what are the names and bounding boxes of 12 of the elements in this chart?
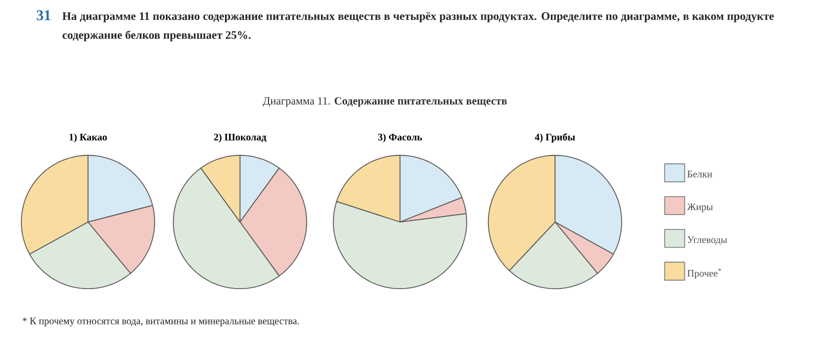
legend-label: Жиры: [687, 204, 713, 212]
text: Диаграмма 11. Содержание питательных веществ: [262, 97, 507, 107]
text: На диаграмме 11 показано содержание питательных веществ в четырёх разных продуктах. Определите по диаграмме, в каком продукте содержание белков превышает 25%.: [62, 12, 774, 42]
chart-title: 3) Фасоль: [378, 133, 422, 143]
chart-title: 2) Шоколад: [214, 133, 266, 143]
legend-label: Прочее$^{*}$: [687, 268, 721, 279]
chart-title: 4) Грибы: [534, 133, 576, 143]
text: * К прочему относятся вода, витамины и минеральные вещества.: [22, 318, 299, 326]
legend-label: Углеводы: [687, 236, 728, 245]
text: 31: [36, 10, 50, 20]
chart-title: 1) Какао: [70, 133, 107, 143]
legend-label: Белки: [687, 170, 712, 178]
